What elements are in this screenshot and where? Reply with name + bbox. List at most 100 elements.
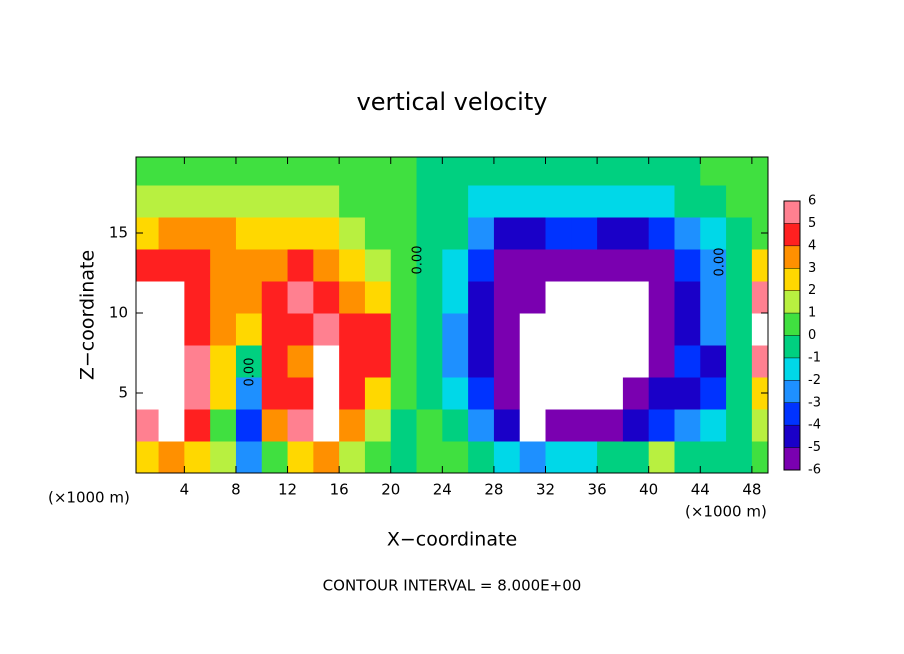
cell	[571, 345, 598, 378]
colorbar-band	[784, 447, 800, 470]
cell	[364, 441, 392, 474]
cell	[339, 249, 366, 282]
cell	[726, 313, 753, 346]
cell	[519, 249, 547, 282]
cell	[726, 281, 753, 314]
cell	[339, 313, 366, 346]
cell	[390, 313, 418, 346]
cell	[136, 217, 160, 250]
cell	[442, 281, 469, 314]
cell	[136, 441, 160, 474]
cell	[726, 409, 753, 442]
cell	[416, 249, 443, 282]
cell	[622, 345, 650, 378]
cell	[674, 313, 701, 346]
cell	[700, 377, 727, 410]
cell	[648, 313, 675, 346]
cell	[648, 217, 675, 250]
cell	[235, 377, 263, 410]
cell	[390, 441, 418, 474]
x-tick-label: 20	[381, 481, 400, 499]
cell	[442, 313, 469, 346]
cell	[261, 345, 289, 378]
cell	[468, 249, 495, 282]
cell	[493, 377, 521, 410]
cell	[545, 345, 572, 378]
colorbar-label: 2	[808, 283, 816, 298]
cell	[313, 409, 340, 442]
cell	[390, 377, 418, 410]
cell	[468, 345, 495, 378]
cell	[261, 441, 289, 474]
cell	[313, 281, 340, 314]
cell	[597, 377, 624, 410]
cell	[261, 281, 289, 314]
cell	[313, 217, 340, 250]
cell	[571, 281, 598, 314]
cell	[622, 377, 650, 410]
x-tick-label: 36	[588, 481, 607, 499]
cell	[210, 345, 237, 378]
cell	[751, 313, 769, 346]
cell	[158, 377, 185, 410]
cell	[571, 249, 598, 282]
colorbar-label: -4	[808, 418, 821, 433]
cell	[416, 377, 443, 410]
cell	[571, 409, 598, 442]
cell	[390, 249, 418, 282]
cell	[519, 157, 547, 186]
colorbar-label: -6	[808, 463, 821, 478]
cell	[468, 281, 495, 314]
y-axis-title: Z−coordinate	[77, 250, 99, 380]
cell	[442, 377, 469, 410]
cell	[158, 157, 185, 186]
cell	[674, 157, 701, 186]
cell	[287, 217, 314, 250]
cell	[184, 281, 211, 314]
cell	[287, 249, 314, 282]
cell	[313, 441, 340, 474]
cell	[313, 249, 340, 282]
cell	[571, 313, 598, 346]
cell	[210, 313, 237, 346]
cell	[313, 157, 340, 186]
cell	[751, 377, 769, 410]
cell	[210, 377, 237, 410]
cell	[339, 377, 366, 410]
cell	[726, 157, 753, 186]
cell	[442, 157, 469, 186]
cell	[700, 185, 727, 218]
cell	[700, 217, 727, 250]
cell	[545, 409, 572, 442]
colorbar-label: -2	[808, 373, 821, 388]
cell	[184, 441, 211, 474]
cell	[700, 249, 727, 282]
cell	[519, 185, 547, 218]
cell	[261, 217, 289, 250]
cell	[158, 313, 185, 346]
cell	[674, 217, 701, 250]
cell	[545, 157, 572, 186]
cell	[545, 217, 572, 250]
cell	[545, 185, 572, 218]
cell	[339, 409, 366, 442]
cell	[313, 377, 340, 410]
colorbar-band	[784, 380, 800, 403]
x-tick-label: 8	[231, 481, 241, 499]
cell	[287, 441, 314, 474]
cell	[235, 313, 263, 346]
cell	[235, 441, 263, 474]
cell	[442, 409, 469, 442]
cell	[674, 249, 701, 282]
cell	[339, 185, 366, 218]
cell	[416, 157, 443, 186]
colorbar-label: 6	[808, 194, 816, 209]
cell	[468, 441, 495, 474]
cell	[674, 377, 701, 410]
cell	[287, 281, 314, 314]
cell	[364, 249, 392, 282]
colorbar-band	[784, 201, 800, 224]
cell	[184, 345, 211, 378]
contour-label: 0.00	[411, 246, 426, 275]
x-tick-label: 28	[484, 481, 503, 499]
